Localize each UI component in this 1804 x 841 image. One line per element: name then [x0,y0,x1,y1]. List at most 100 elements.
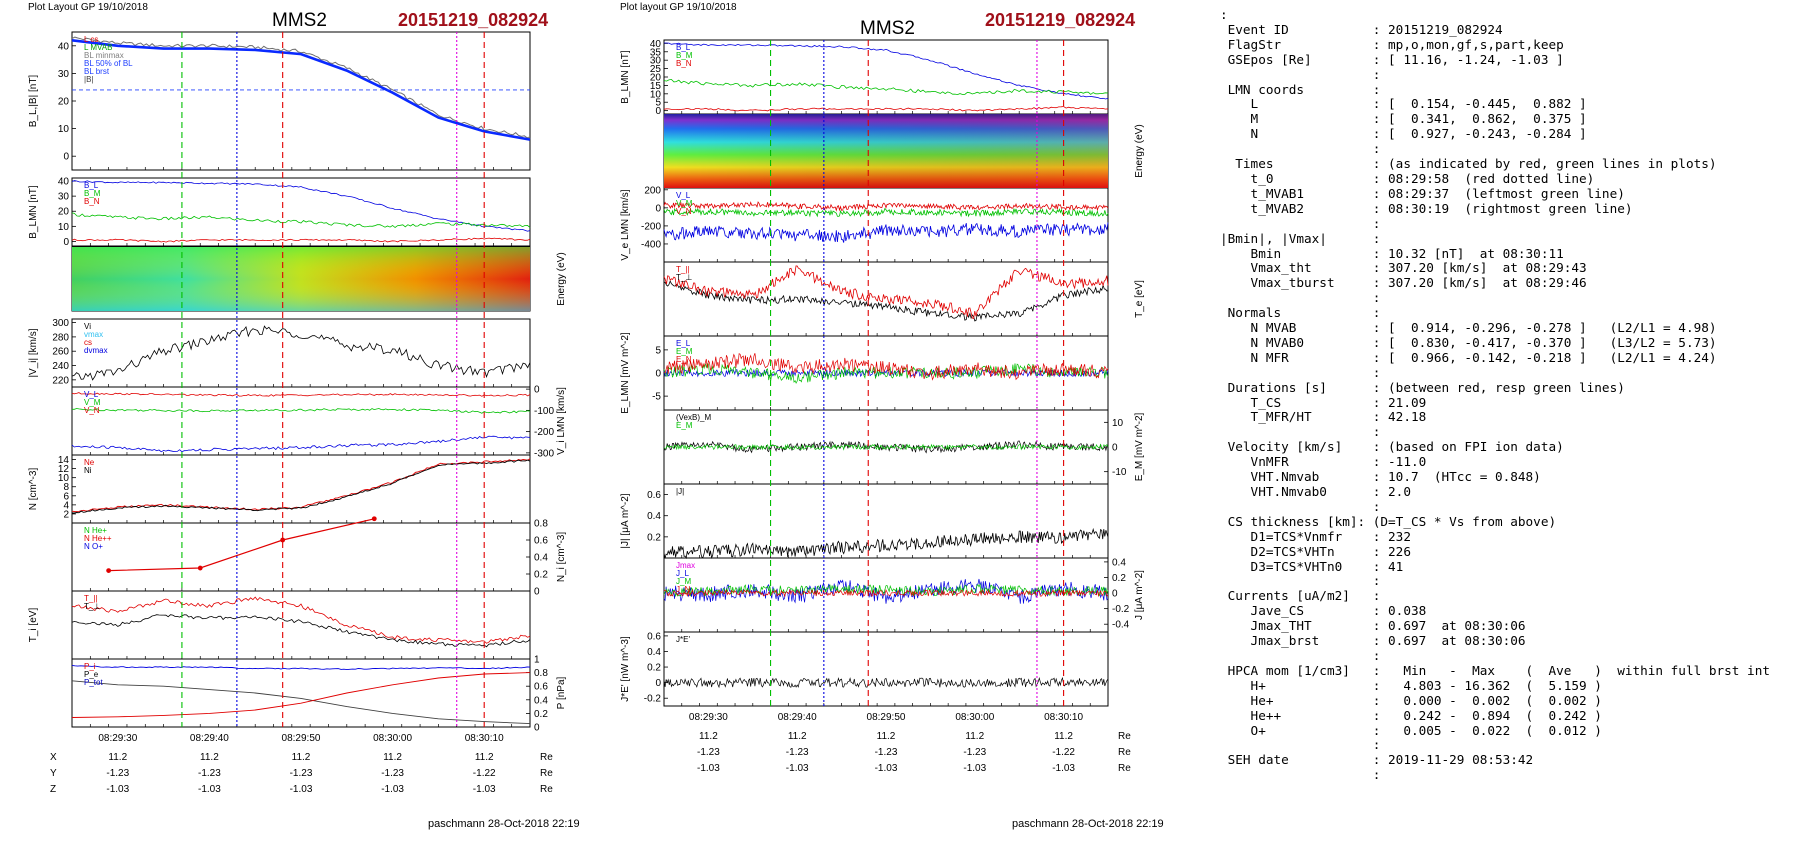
left-y-tick-label: 0.2 [534,709,548,720]
middle-y-tick-label: 200 [644,185,661,196]
middle-y-tick-label: 40 [650,39,662,50]
info-line: O+ : 0.005 - 0.022 ( 0.012 ) [1220,722,1602,738]
info-line: Vmax_tburst : 307.20 [km/s] at 08:29:46 [1220,275,1587,291]
left-legend-entry: N O+ [84,542,103,551]
left-ephem-label: X [50,752,57,763]
left-series-p-i [71,664,531,671]
left-legend-entry: V_N [84,406,100,415]
middle-y-tick-label: -0.2 [644,694,662,705]
middle-y-tick-label: 20 [650,73,662,84]
middle-y-tick-label: -200 [641,221,661,232]
left-y-tick-label: 10 [58,124,70,135]
left-y-tick-label: 10 [58,222,70,233]
left-ephem-value: 11.2 [383,752,402,763]
info-line: VHT.Nmvab : 10.7 (HTcc = 0.848) [1220,469,1541,485]
info-line: Velocity [km/s] : (based on FPI ion data… [1220,439,1564,455]
left-spacecraft-title: MMS2 [272,10,327,31]
left-ephem-value: -1.23 [198,768,221,779]
left-y-tick-label: 4 [63,500,69,511]
middle-y-tick-label: 5 [655,98,661,109]
middle-footer: paschmann 28-Oct-2018 22:19 [1012,818,1164,830]
left-ephem-value: -1.03 [473,784,496,795]
middle-panel-4-ylabel: T_e [eV] [1134,280,1145,318]
middle-y-tick-label: 30 [650,56,662,67]
middle-y-tick-label: 0 [655,203,661,214]
left-panel-8-ylabel: T_i [eV] [28,608,39,643]
info-line: Jmax_THT : 0.697 at 08:30:06 [1220,618,1526,634]
middle-legend-entry: J_L [676,569,689,578]
middle-legend-entry: B_L [676,43,691,52]
left-y-tick-label: 12 [58,464,70,475]
left-ephem-unit: Re [540,784,553,795]
middle-series-e-m [663,363,1109,384]
left-legend-entry: P_e [84,670,99,679]
info-line: : [1220,767,1381,783]
left-y-tick-label: 40 [58,177,70,188]
middle-y-tick-label: 0.2 [647,663,661,674]
info-line: D2=TCS*VHTn : 226 [1220,543,1411,559]
info-line: : [1220,364,1381,380]
middle-series--vexb-m [663,440,1109,454]
left-y-tick-label: 8 [63,482,69,493]
info-line: : [1220,66,1381,82]
info-line: : [1220,7,1228,22]
info-line: N : [ 0.927, -0.243, -0.284 ] [1220,126,1587,142]
left-y-tick-label: 0 [63,152,69,163]
left-legend-entry: L MVAB [84,43,112,52]
info-line: LMN coords : [1220,81,1381,97]
info-line: CS thickness [km]: (D=T_CS * Vs from abo… [1220,513,1557,529]
info-line: : [1220,290,1381,306]
middle-y-tick-label: 35 [650,47,662,58]
middle-panel-5-ylabel: E_LMN [mV m^-2] [620,332,631,414]
left-y-tick-label: 0.6 [534,682,548,693]
middle-series--j- [663,527,1109,560]
left-legend-entry: B_N [84,197,100,206]
left-y-tick-label: 10 [58,473,70,484]
info-line: t_0 : 08:29:58 (red dotted line) [1220,170,1595,186]
info-line: T_CS : 21.09 [1220,394,1427,410]
info-line: Times : (as indicated by red, green line… [1220,156,1717,172]
middle-legend-entry: |J| [676,487,684,496]
middle-y-tick-label: 0.2 [1112,573,1126,584]
info-line: N MVAB0 : [ 0.830, -0.417, -0.370 ] (L3/… [1220,334,1717,350]
info-line: L : [ 0.154, -0.445, 0.882 ] [1220,96,1587,112]
middle-legend-entry: V_M [676,199,693,208]
left-y-tick-label: 0.4 [534,695,548,706]
middle-legend-entry: T_|| [676,265,690,274]
middle-ephem-value: -1.23 [697,747,720,758]
left-y-tick-label: 2 [63,509,69,520]
info-line: D3=TCS*VHTn0 : 41 [1220,558,1404,574]
info-line: : [1220,737,1381,753]
left-event-title: 20151219_082924 [398,10,549,30]
middle-y-tick-label: 15 [650,81,662,92]
left-legend-entry: BL brst [84,67,110,76]
middle-time-tick-label: 08:29:30 [689,712,728,723]
left-legend-entry: V_L [84,390,99,399]
middle-y-tick-label: 0 [1112,443,1118,454]
middle-legend-entry: V_L [676,191,691,200]
left-series-p-e [71,680,531,725]
middle-series-v-l [663,201,1109,212]
middle-panel-2-ylabel: Energy (eV) [1134,124,1145,177]
left-legend-entry: vmax [84,330,103,339]
middle-legend-entry: Jmax [676,561,695,570]
middle-y-tick-label: -0.4 [1112,620,1130,631]
left-legend-entry: Vi [84,322,91,331]
middle-legend-entry: J_M [676,577,691,586]
left-panel-3-ylabel: Energy (eV) [556,252,567,305]
left-series-b-n [71,237,531,243]
middle-panel-8-ylabel: J [μA m^-2] [1134,570,1145,620]
left-panel-1-ylabel: B_L,|B| [nT] [28,75,39,128]
middle-panel-6-ylabel: E_M [mV m^-2] [1134,412,1145,481]
left-ephem-value: 11.2 [475,752,494,763]
info-line: He+ : 0.000 - 0.002 ( 0.002 ) [1220,692,1602,708]
middle-series-b-m [663,78,1109,96]
left-panel-9-frame [71,658,531,728]
middle-ephem-value: -1.22 [1052,747,1075,758]
left-series-b-l-brst [71,39,531,141]
left-panel-6-frame [71,454,531,524]
middle-ephem-value: 11.2 [1054,731,1073,742]
middle-ephem-value: 11.2 [965,731,984,742]
middle-y-tick-label: -400 [641,239,661,250]
